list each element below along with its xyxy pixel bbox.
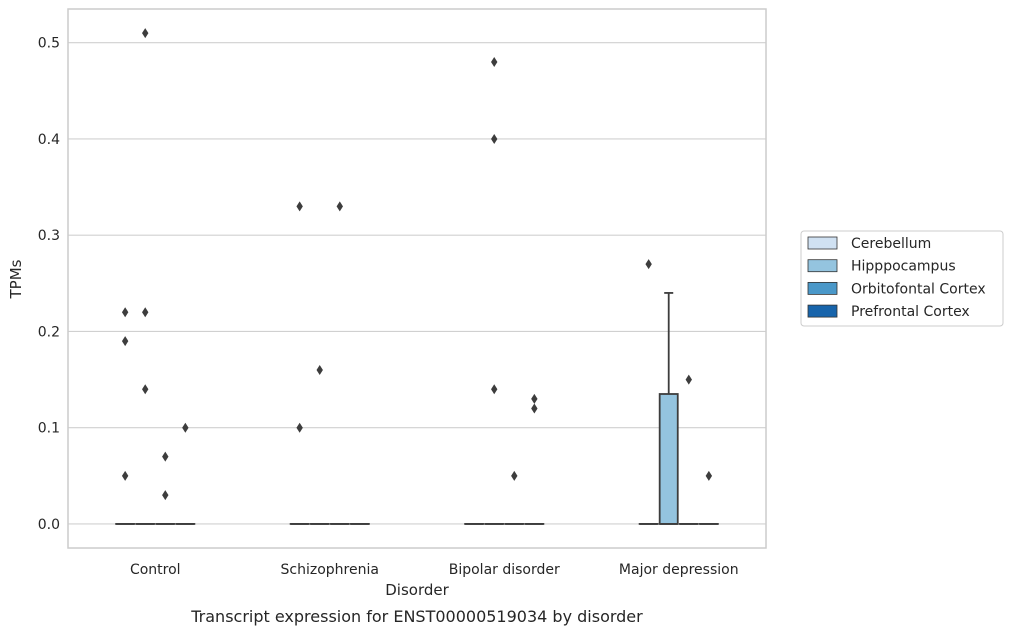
legend-swatch (807, 281, 838, 295)
outlier-points (121, 28, 713, 501)
y-tick-label: 0.3 (38, 228, 60, 244)
outlier-point (531, 393, 538, 404)
outlier-point (705, 470, 713, 481)
y-tick-label: 0.2 (38, 324, 60, 340)
y-tick-label: 0.1 (38, 421, 60, 437)
legend-swatch (807, 236, 838, 250)
legend: Cerebellum Hipppocampus Orbitofontal Corte… (800, 230, 1004, 327)
y-tick-labels: 0.0 0.1 0.2 0.3 0.4 0.5 (38, 36, 60, 533)
outlier-point (162, 490, 169, 501)
legend-label: Orbitofontal Cortex (851, 281, 986, 297)
x-tick-label: Bipolar disorder (449, 562, 560, 578)
legend-label: Prefrontal Cortex (851, 304, 970, 320)
outlier-point (121, 470, 129, 481)
outlier-point (336, 201, 343, 212)
chart-caption: Transcript expression for ENST0000051903… (190, 607, 643, 626)
outlier-point (162, 451, 169, 462)
x-axis-title: Disorder (385, 581, 449, 599)
x-tick-label: Major depression (619, 562, 739, 578)
y-tick-label: 0.4 (38, 132, 60, 148)
outlier-point (121, 307, 129, 318)
outlier-point (296, 201, 303, 212)
legend-label: Hipppocampus (851, 259, 956, 275)
legend-label: Cerebellum (851, 236, 931, 252)
outlier-point (491, 56, 498, 67)
outlier-point (316, 364, 323, 375)
legend-swatch (807, 259, 838, 273)
legend-frame (800, 230, 1004, 327)
outlier-point (182, 422, 189, 433)
plot-frame (67, 8, 767, 549)
outlier-point (491, 133, 498, 144)
box-hipppocampus (658, 292, 679, 525)
outlier-point (685, 374, 692, 385)
outlier-point (121, 336, 129, 347)
outlier-point (296, 422, 303, 433)
x-tick-labels: Control Schizophrenia Bipolar disorder Majo… (130, 562, 739, 578)
outlier-point (531, 403, 538, 414)
y-tick-label: 0.5 (38, 36, 60, 52)
legend-swatch (807, 304, 838, 318)
box-body (658, 393, 679, 525)
outlier-point (491, 384, 498, 395)
outlier-point (142, 307, 149, 318)
y-axis-title: TPMs (7, 259, 25, 299)
outlier-point (142, 384, 149, 395)
x-tick-label: Control (130, 562, 181, 578)
outlier-point (511, 470, 518, 481)
outlier-point (645, 259, 652, 270)
boxes (115, 292, 719, 525)
y-tick-label: 0.0 (38, 517, 60, 533)
x-tick-label: Schizophrenia (281, 562, 379, 578)
outlier-point (142, 28, 149, 39)
